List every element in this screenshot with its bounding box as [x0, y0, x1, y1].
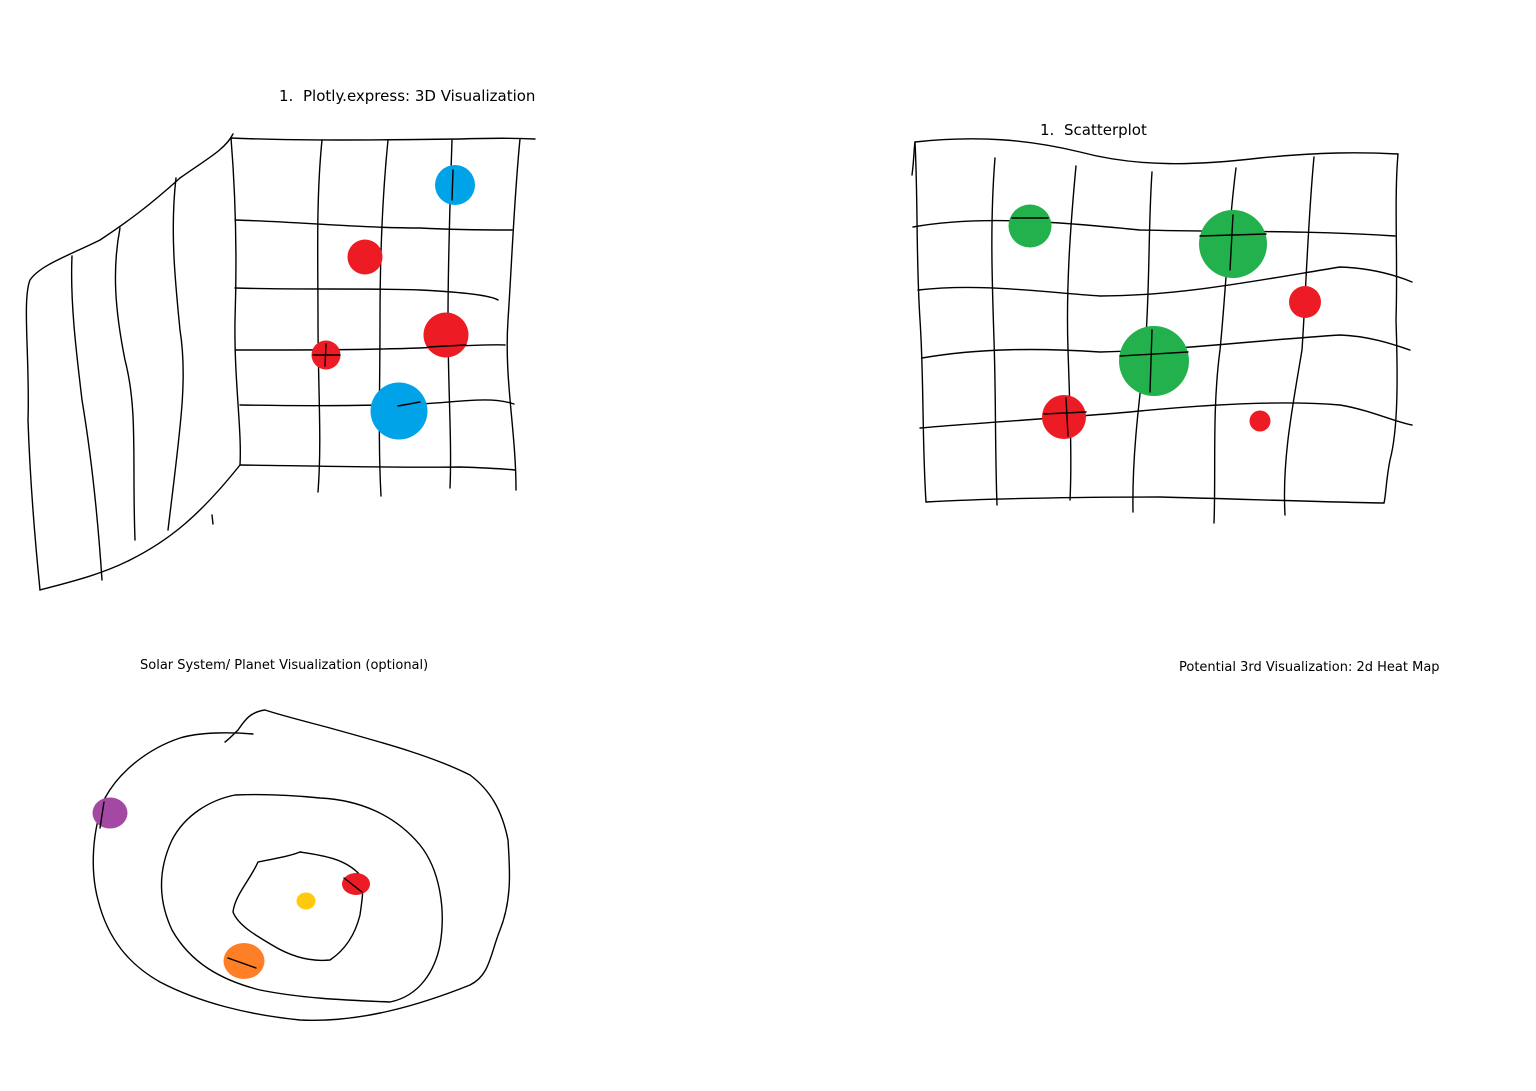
- sketch2-point-4: [1119, 326, 1189, 396]
- planet-purple: [92, 797, 128, 829]
- sketch3-title: Solar System/ Planet Visualization (opti…: [140, 658, 429, 673]
- sketch2-title-text: Scatterplot: [1064, 121, 1147, 139]
- planet-red: [342, 873, 370, 895]
- sketch1-point-3: [423, 312, 469, 358]
- sketch2-number: 1.: [1040, 121, 1055, 139]
- sketch2-data-points: [1008, 204, 1321, 439]
- sketch1-grid-overstrokes: [312, 169, 467, 407]
- sketch1-title: 1. Plotly.express: 3D Visualization: [279, 87, 535, 105]
- sketch2-point-2: [1199, 210, 1267, 278]
- sketch1-point-5: [370, 382, 428, 440]
- sketch4-title: Potential 3rd Visualization: 2d Heat Map: [1179, 660, 1440, 675]
- sketch3-orbit-overstrokes: [99, 801, 363, 969]
- sketch2-grid-overstrokes: [1011, 214, 1267, 437]
- sketch1-title-text: Plotly.express: 3D Visualization: [303, 87, 536, 105]
- sketch2-point-3: [1289, 286, 1321, 318]
- sketch1-data-points: [311, 165, 475, 440]
- sketch1-point-1: [435, 165, 475, 205]
- sketch1-point-2: [347, 239, 383, 275]
- sketch3-orbits: [92, 709, 511, 1022]
- sketch3-bodies: [92, 797, 370, 979]
- sketch2-point-5: [1042, 395, 1086, 439]
- sketch1-3d-frame: [25, 133, 536, 591]
- sketch1-number: 1.: [279, 87, 294, 105]
- planet-orange: [223, 943, 265, 979]
- sketch2-point-6: [1249, 410, 1271, 432]
- sun: [296, 892, 316, 910]
- sketch2-title: 1. Scatterplot: [1040, 121, 1147, 139]
- sketch2-point-1: [1008, 204, 1052, 248]
